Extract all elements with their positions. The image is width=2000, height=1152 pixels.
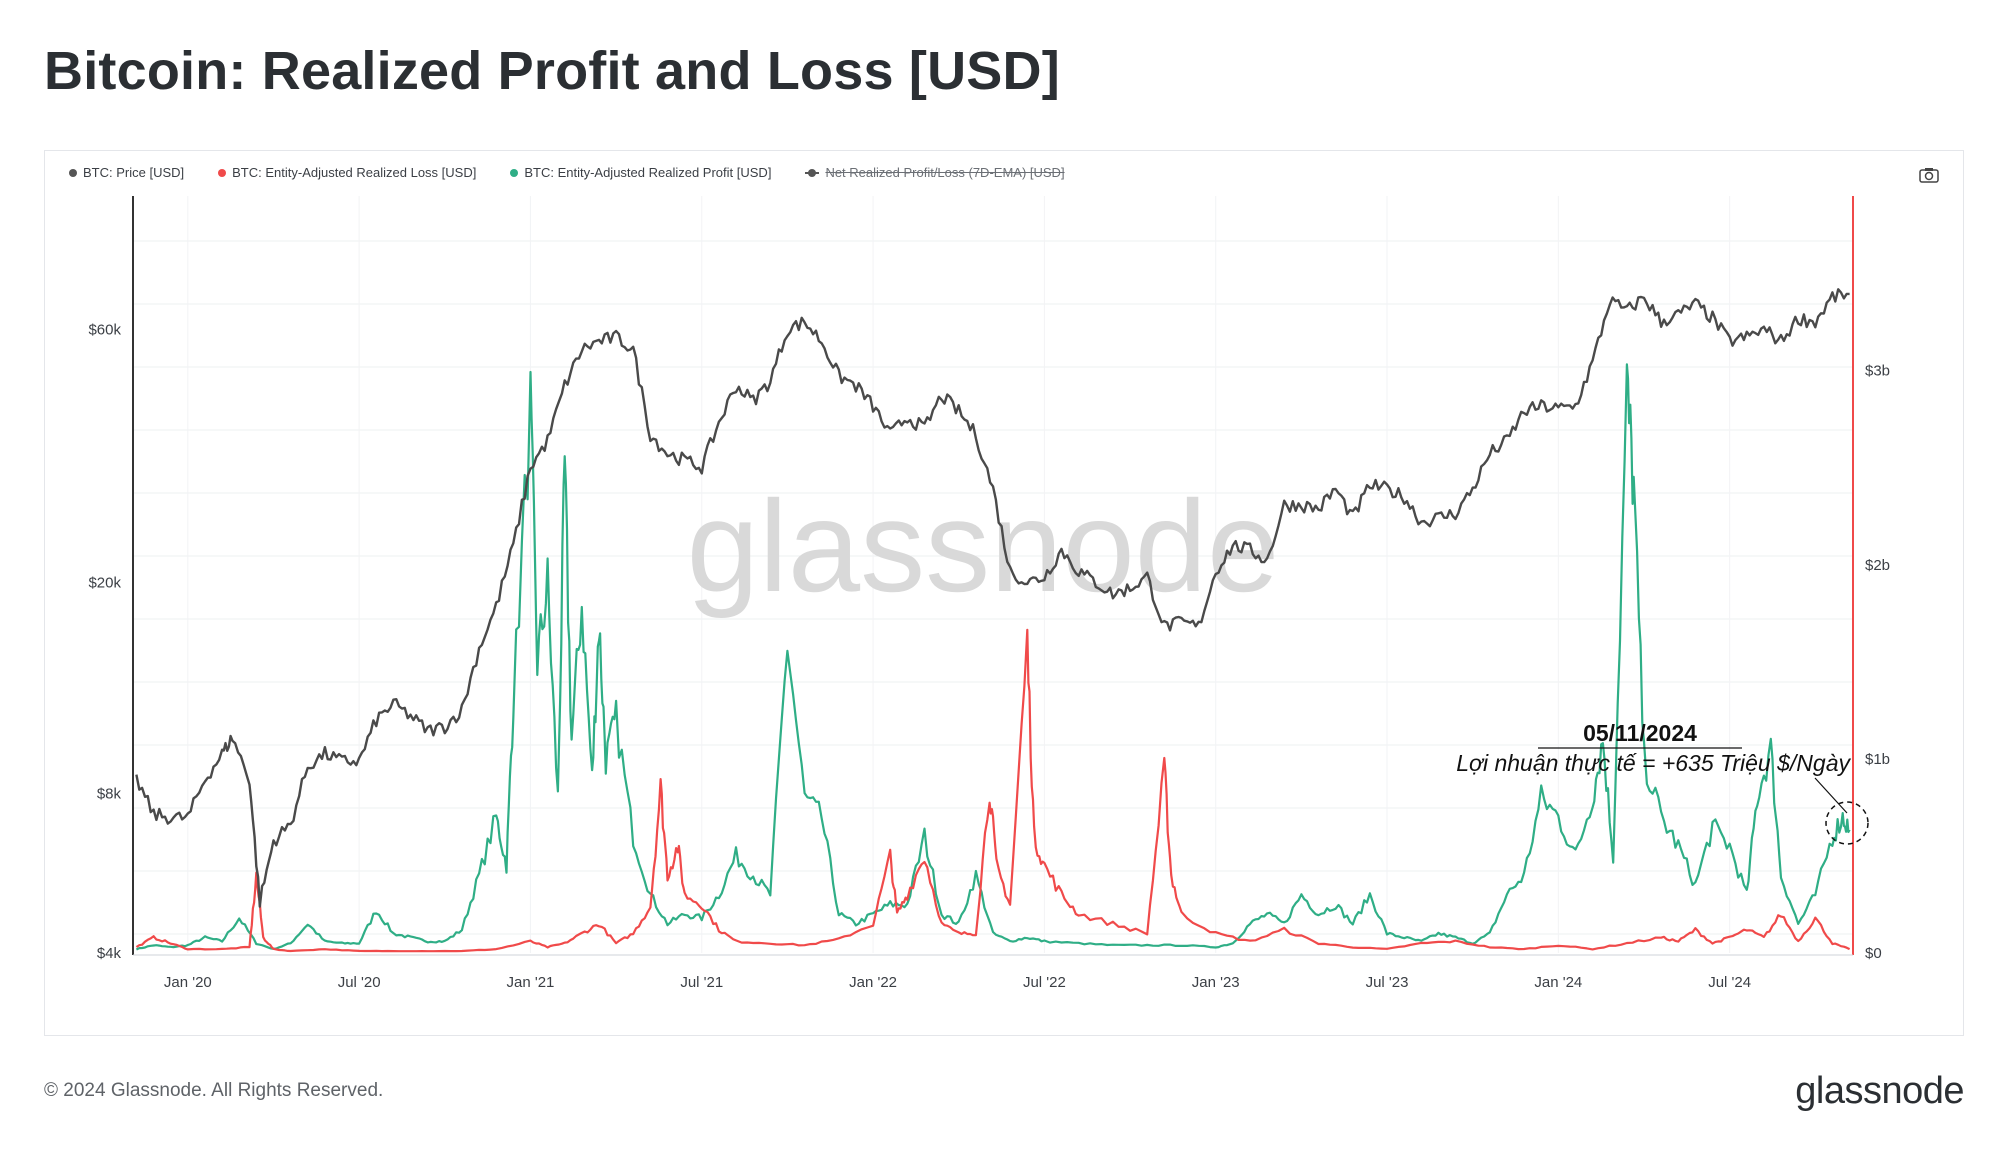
realized-loss-line (135, 628, 1851, 953)
legend-item-net-realized[interactable]: Net Realized Profit/Loss (7D-EMA) [USD] (805, 165, 1065, 180)
x-tick-label: Jan '22 (849, 974, 897, 991)
x-tick-label: Jul '21 (680, 974, 723, 991)
legend-dot-price (69, 168, 77, 177)
x-tick-label: Jan '23 (1192, 974, 1240, 991)
page-title: Bitcoin: Realized Profit and Loss [USD] (44, 41, 1060, 101)
chart-panel: BTC: Price [USD] BTC: Entity-Adjusted Re… (44, 150, 1964, 1036)
legend-item-realized-profit[interactable]: BTC: Entity-Adjusted Realized Profit [US… (510, 165, 771, 180)
legend-dot-loss (218, 168, 227, 177)
tick-labels: $4k $8k $20k $60k $0 $1b $2b $3b Jan '20 Jul '20 J… (88, 321, 1890, 991)
right-tick-label: $2b (1865, 557, 1890, 574)
x-tick-label: Jul '24 (1708, 974, 1751, 991)
grid-lines (133, 196, 1853, 953)
legend: BTC: Price [USD] BTC: Entity-Adjusted Re… (69, 165, 1065, 180)
right-tick-label: $1b (1865, 751, 1890, 768)
x-tick-label: Jan '21 (506, 974, 554, 991)
left-tick-label: $4k (97, 945, 122, 962)
annotation-date: 05/11/2024 (1583, 720, 1697, 746)
legend-label: BTC: Entity-Adjusted Realized Profit [US… (524, 165, 772, 180)
annotation: 05/11/2024 Lợi nhuận thực tế = +635 Triệ… (1456, 720, 1869, 845)
legend-line-icon (805, 168, 820, 177)
left-tick-label: $8k (97, 785, 122, 802)
series-group (135, 288, 1851, 953)
price-line (135, 288, 1850, 908)
annotation-pointer (1814, 777, 1848, 814)
glassnode-logo: glassnode (1795, 1070, 1964, 1112)
realized-profit-line (135, 363, 1851, 951)
legend-item-realized-loss[interactable]: BTC: Entity-Adjusted Realized Loss [USD] (218, 165, 476, 180)
camera-icon[interactable] (1919, 167, 1939, 183)
legend-label: BTC: Entity-Adjusted Realized Loss [USD] (232, 165, 477, 180)
legend-label: BTC: Price [USD] (83, 165, 185, 180)
right-tick-label: $0 (1865, 945, 1882, 962)
x-tick-label: Jul '23 (1366, 974, 1409, 991)
x-tick-label: Jul '22 (1023, 974, 1066, 991)
annotation-text: Lợi nhuận thực tế = +635 Triệu $/Ngày (1456, 750, 1851, 776)
legend-dot-profit (510, 168, 519, 177)
legend-item-price[interactable]: BTC: Price [USD] (69, 165, 184, 180)
copyright: © 2024 Glassnode. All Rights Reserved. (44, 1080, 384, 1101)
x-tick-label: Jul '20 (338, 974, 381, 991)
axes (132, 196, 1854, 956)
watermark: glassnode (687, 473, 1280, 619)
x-tick-label: Jan '24 (1534, 974, 1582, 991)
chart-canvas: glassnode $4k $8k $20k $60k $0 $1b $2b $3b Jan '… (88, 196, 1890, 991)
x-tick-label: Jan '20 (164, 974, 212, 991)
legend-label: Net Realized Profit/Loss (7D-EMA) [USD] (825, 165, 1065, 180)
left-tick-label: $20k (88, 574, 121, 591)
annotation-highlight-circle (1825, 801, 1869, 845)
right-tick-label: $3b (1865, 363, 1890, 380)
left-tick-label: $60k (88, 321, 121, 338)
